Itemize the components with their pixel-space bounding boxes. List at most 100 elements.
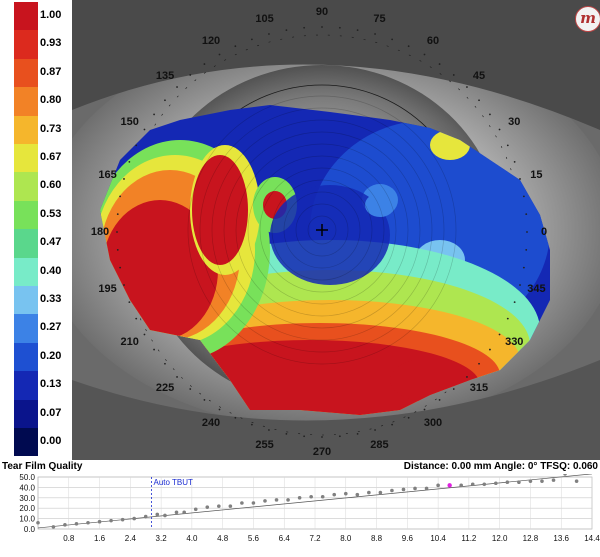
tear-film-quality-title: Tear Film Quality: [2, 461, 83, 472]
data-point: [74, 522, 79, 526]
scale-value-label: 0.47: [40, 236, 62, 249]
angle-label-30: 30: [508, 116, 521, 128]
y-tick-label: 20.0: [19, 504, 35, 513]
y-tick-label: 30.0: [19, 494, 35, 503]
scale-value-label: 0.60: [40, 179, 62, 192]
data-point: [143, 514, 148, 519]
scale-swatch: [14, 87, 38, 116]
angle-label-15: 15: [530, 169, 543, 182]
data-point: [494, 481, 498, 486]
x-tick-label: 12.0: [492, 534, 508, 543]
data-point: [517, 480, 521, 484]
angle-label-255: 255: [255, 438, 274, 451]
scale-value-label: 0.67: [40, 151, 62, 163]
scale-value-label: 0.33: [40, 293, 62, 305]
eye-topography-image: [40, 0, 600, 460]
data-point: [563, 474, 567, 476]
scale-swatch: [14, 257, 38, 286]
scale-row: 0.00: [0, 428, 72, 457]
angle-label-60: 60: [426, 35, 440, 48]
data-point: [540, 479, 544, 483]
scale-swatch: [14, 371, 38, 400]
scale-swatch: [14, 229, 38, 258]
tbut-chart[interactable]: 0.010.0 20.030.0 40.050.0 0.8 1.6 2.4 3.2 4.0 4.…: [0, 474, 600, 557]
data-point: [505, 480, 510, 484]
data-point: [182, 510, 186, 515]
scale-value-label: 0.00: [40, 435, 62, 447]
angle-label-300: 300: [423, 416, 443, 429]
angle-label-135: 135: [155, 70, 175, 83]
data-point: [343, 491, 348, 496]
data-point: [63, 523, 67, 527]
auto-tbut-label: Auto TBUT: [153, 478, 193, 487]
scale-swatch: [14, 200, 38, 230]
data-point: [217, 504, 221, 508]
scale-swatch: [14, 30, 38, 59]
scale-value-label: 0.87: [40, 65, 62, 78]
x-tick-label: 2.4: [125, 534, 137, 543]
scale-value-label: 0.93: [40, 37, 62, 50]
angle-label-105: 105: [255, 13, 274, 26]
brand-logo: m: [575, 6, 600, 32]
angle-label-0: 0: [540, 226, 548, 238]
scale-swatch: [14, 58, 38, 88]
x-tick-label: 6.4: [279, 534, 291, 543]
data-point: [459, 483, 463, 488]
scale-swatch: [14, 2, 38, 31]
data-point: [424, 486, 429, 491]
scale-value-label: 0.53: [40, 207, 62, 220]
y-tick-label: 10.0: [19, 515, 35, 524]
scale-row: 0.93: [0, 30, 72, 59]
x-tick-label: 5.6: [248, 534, 260, 543]
tear-film-map[interactable]: 1.00 0.93 0.87 0.80 0.73 0.67 0.60 0.53 0.47 0.40…: [0, 0, 600, 460]
x-tick-label: 9.6: [402, 534, 414, 543]
data-point: [240, 501, 244, 505]
angle-label-120: 120: [201, 35, 221, 48]
x-tick-label: 4.8: [217, 534, 229, 543]
scale-value-label: 0.40: [40, 264, 62, 277]
angle-label-345: 345: [527, 282, 546, 295]
scale-value-label: 0.20: [40, 349, 62, 362]
status-bar: Tear Film Quality Distance: 0.00 mm Angl…: [0, 460, 600, 474]
angle-label-195: 195: [98, 282, 117, 295]
scale-swatch: [14, 428, 38, 457]
angle-label-90: 90: [315, 6, 329, 18]
scale-swatch: [14, 399, 38, 428]
angle-label-45: 45: [472, 70, 486, 83]
x-tick-label: 7.2: [309, 534, 321, 543]
data-point: [205, 505, 210, 509]
data-point: [551, 478, 556, 482]
data-point: [193, 507, 198, 512]
scale-value-label: 1.00: [40, 9, 62, 21]
data-point: [163, 513, 167, 518]
scale-row: 0.20: [0, 342, 72, 372]
scale-swatch: [14, 314, 38, 343]
angle-label-315: 315: [469, 381, 489, 394]
scale-swatch: [14, 115, 38, 144]
x-tick-label: 0.8: [63, 534, 75, 543]
scale-value-label: 0.73: [40, 122, 62, 135]
scale-value-label: 0.80: [40, 94, 62, 107]
x-tick-label: 8.8: [371, 534, 383, 543]
scale-row: 0.60: [0, 172, 72, 201]
data-point: [447, 483, 452, 488]
scale-row: 0.87: [0, 58, 72, 88]
data-point: [320, 494, 325, 499]
scale-swatch: [14, 144, 38, 173]
data-point: [263, 499, 267, 503]
data-point: [574, 479, 579, 483]
scale-value-label: 0.27: [40, 321, 62, 334]
data-point: [228, 504, 233, 508]
angle-label-285: 285: [370, 438, 389, 451]
angle-label-240: 240: [201, 416, 221, 429]
data-point: [413, 486, 417, 491]
x-tick-label: 1.6: [94, 534, 106, 543]
x-tick-label: 13.6: [553, 534, 569, 543]
data-point: [97, 519, 102, 524]
angle-label-150: 150: [120, 116, 139, 128]
x-tick-label: 8.0: [340, 534, 352, 543]
x-tick-label: 4.0: [186, 534, 198, 543]
y-tick-label: 40.0: [19, 483, 35, 492]
data-point: [51, 525, 56, 529]
data-point: [367, 490, 371, 495]
